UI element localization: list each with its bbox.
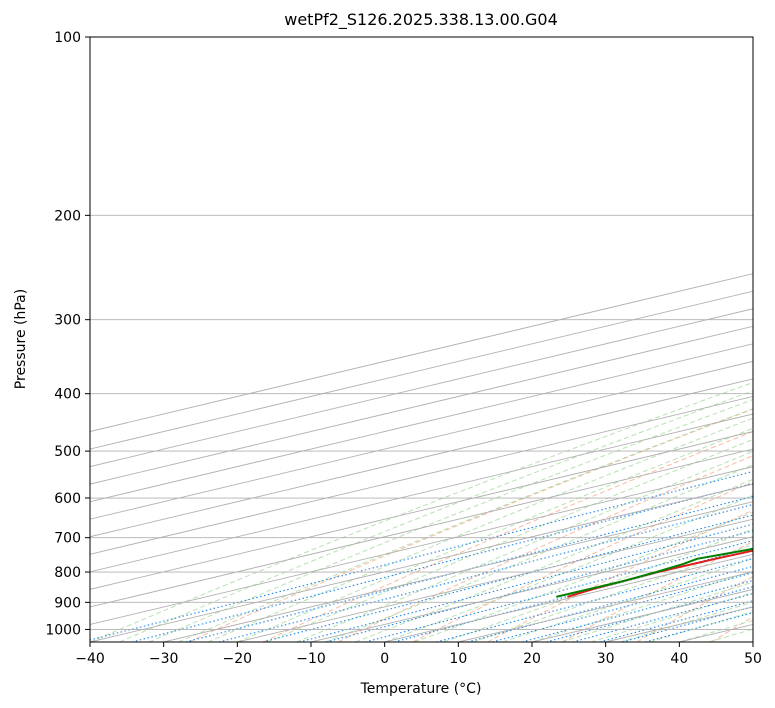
- x-tick-label: 50: [744, 651, 762, 667]
- y-tick-label: 100: [54, 30, 81, 46]
- y-tick-label: 200: [54, 208, 81, 224]
- isotherm-line: [90, 483, 753, 642]
- isotherm-line: [90, 290, 753, 450]
- isotherm-line: [90, 325, 753, 485]
- y-tick-label: 500: [54, 444, 81, 460]
- isotherm-line: [163, 501, 753, 642]
- isobars: [90, 37, 753, 630]
- mixing-ratio-line: [365, 539, 753, 642]
- dry-adiabat-line: [263, 431, 753, 642]
- x-tick-label: 30: [597, 651, 615, 667]
- isotherm-line: [90, 466, 753, 625]
- y-tick-label: 1000: [45, 622, 81, 638]
- y-tick-label: 400: [54, 387, 81, 403]
- x-tick-label: 20: [523, 651, 541, 667]
- isotherms: [90, 273, 753, 642]
- moist-adiabat-line: [355, 478, 753, 642]
- y-axis-ticks: 1000 900 800 700 600 500 400 300 200 100: [45, 30, 90, 638]
- moist-adiabat-line: [178, 408, 753, 642]
- x-axis-ticks: −40 −30 −20 −10 0 10 20 30 40 50: [75, 642, 762, 667]
- isotherm-line: [237, 518, 753, 642]
- mixing-ratio-line: [299, 523, 753, 642]
- moist-adiabat-line: [472, 543, 753, 642]
- plot-area: 0.10.20.40.611.52346810131620253036-100-…: [90, 37, 753, 642]
- moist-adiabat-line: [590, 591, 753, 642]
- mixing-ratio-line: [90, 470, 753, 641]
- x-tick-label: −30: [149, 651, 179, 667]
- y-tick-label: 600: [54, 491, 81, 507]
- x-tick-label: 40: [670, 651, 688, 667]
- x-tick-label: 10: [449, 651, 467, 667]
- isotherm-line: [90, 395, 753, 555]
- x-tick-label: −20: [223, 651, 253, 667]
- moist-adiabat-line: [207, 417, 753, 642]
- chart-title: wetPf2_S126.2025.338.13.00.G04: [284, 10, 558, 30]
- plot-frame: [89, 36, 754, 643]
- x-tick-label: 0: [380, 651, 389, 667]
- x-tick-label: −40: [75, 651, 105, 667]
- moist-adiabat-line: [561, 581, 753, 642]
- moist-adiabat-line: [413, 511, 753, 642]
- moist-adiabat-line: [237, 427, 753, 642]
- dry-adiabats: [188, 408, 753, 642]
- y-tick-label: 300: [54, 313, 81, 329]
- isotherm-line: [90, 448, 753, 608]
- mixing-ratio-line: [218, 503, 753, 642]
- isotherm-line: [90, 413, 753, 573]
- moist-adiabats: [90, 381, 753, 642]
- y-tick-label: 800: [54, 565, 81, 581]
- mixing-ratio-line: [436, 557, 753, 642]
- moist-adiabat-line: [148, 398, 753, 642]
- y-tick-label: 900: [54, 595, 81, 611]
- isotherm-line: [90, 273, 753, 432]
- moist-adiabat-line: [325, 464, 753, 642]
- sounding-profiles: [556, 547, 753, 598]
- dewpoint-profile-line: [556, 547, 753, 598]
- y-axis-title: Pressure (hPa): [13, 289, 29, 389]
- y-tick-label: 700: [54, 531, 81, 547]
- moist-adiabat-line: [266, 438, 753, 642]
- isotherm-line: [310, 536, 753, 642]
- moist-adiabat-line: [502, 557, 753, 642]
- x-tick-label: −10: [296, 651, 326, 667]
- moist-adiabat-line: [119, 390, 753, 642]
- dry-adiabat-line: [188, 408, 753, 642]
- isotherm-line: [90, 431, 753, 590]
- mixing-ratio-line: [325, 530, 753, 642]
- isotherm-line: [90, 308, 753, 468]
- x-axis-title: Temperature (°C): [360, 681, 482, 697]
